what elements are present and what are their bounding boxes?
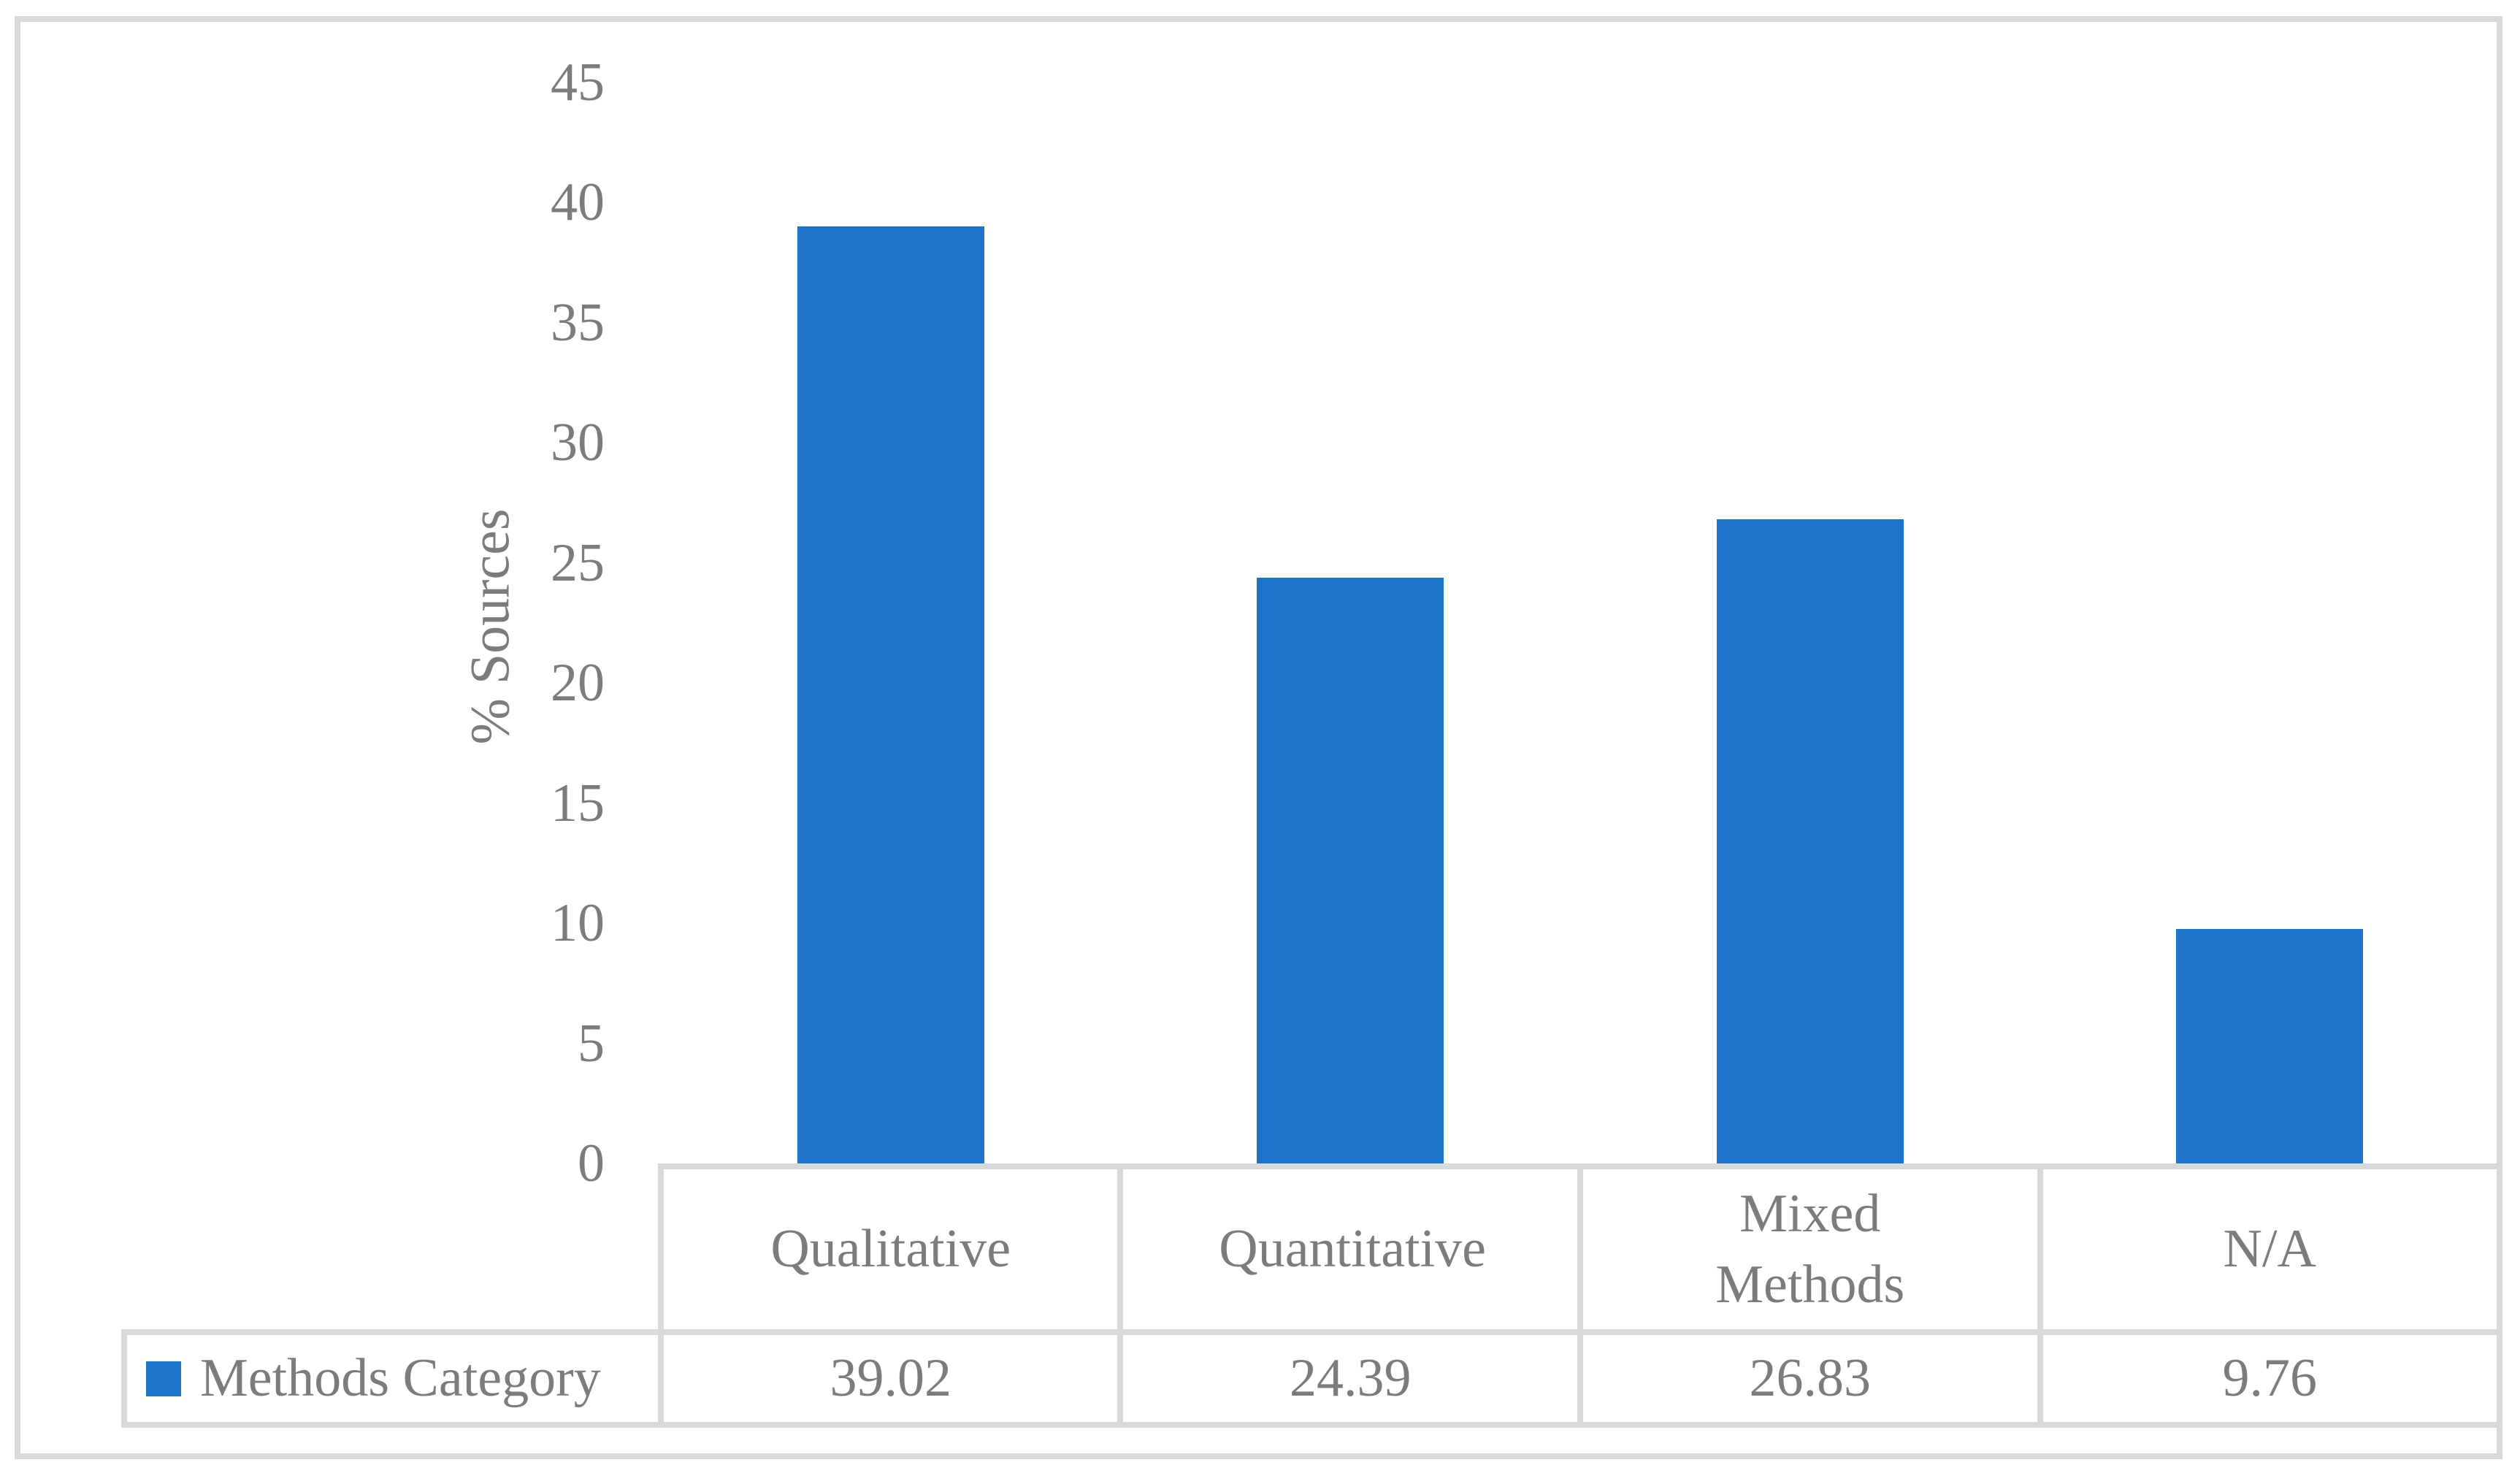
y-tick-label-35: 35 (551, 292, 605, 353)
value-cell-mixed-methods: 26.83 (1749, 1348, 1872, 1408)
y-tick-label-30: 30 (551, 413, 605, 473)
category-label: Mixed Methods (1715, 1184, 1905, 1315)
category-cell-n-a: N/A (2040, 1169, 2500, 1329)
legend-label: Methods Category (200, 1348, 601, 1408)
table-vline-left (658, 1163, 664, 1428)
table-vline-col1 (1117, 1163, 1123, 1428)
category-cell-mixed-methods: Mixed Methods (1580, 1169, 2040, 1329)
bar-mixed-methods (1716, 519, 1904, 1163)
value-cell-n-a: 9.76 (2222, 1348, 2318, 1408)
table-vline-col3 (2037, 1163, 2043, 1428)
y-tick-label-20: 20 (551, 653, 605, 714)
category-cell-quantitative: Quantitative (1121, 1169, 1581, 1329)
y-tick-label-45: 45 (551, 53, 605, 112)
bar-qualitative (797, 226, 984, 1163)
category-label: N/A (2223, 1219, 2316, 1280)
legend-color-swatch-icon (146, 1361, 181, 1396)
table-vline-col2 (1577, 1163, 1583, 1428)
legend-cell: Methods Category (127, 1335, 652, 1422)
category-label: Quantitative (1219, 1219, 1487, 1280)
y-tick-label-40: 40 (551, 172, 605, 233)
y-tick-label-15: 15 (551, 773, 605, 833)
table-bottom-line (121, 1422, 2502, 1428)
value-cell-quantitative: 24.39 (1290, 1348, 1412, 1408)
table-vline-right (2497, 1163, 2502, 1428)
table-middle-line (121, 1329, 2502, 1335)
figure-border (15, 16, 2502, 1459)
category-label: Qualitative (770, 1219, 1011, 1280)
category-cell-qualitative: Qualitative (661, 1169, 1121, 1329)
bar-n-a (2176, 929, 2364, 1163)
y-tick-label-25: 25 (551, 532, 605, 593)
y-tick-label-5: 5 (578, 1013, 605, 1074)
y-tick-label-10: 10 (551, 893, 605, 954)
value-cell-qualitative: 39.02 (830, 1348, 952, 1408)
y-tick-label-0: 0 (578, 1133, 605, 1193)
bar-quantitative (1257, 577, 1444, 1163)
legend-cell-left-line (121, 1329, 127, 1428)
